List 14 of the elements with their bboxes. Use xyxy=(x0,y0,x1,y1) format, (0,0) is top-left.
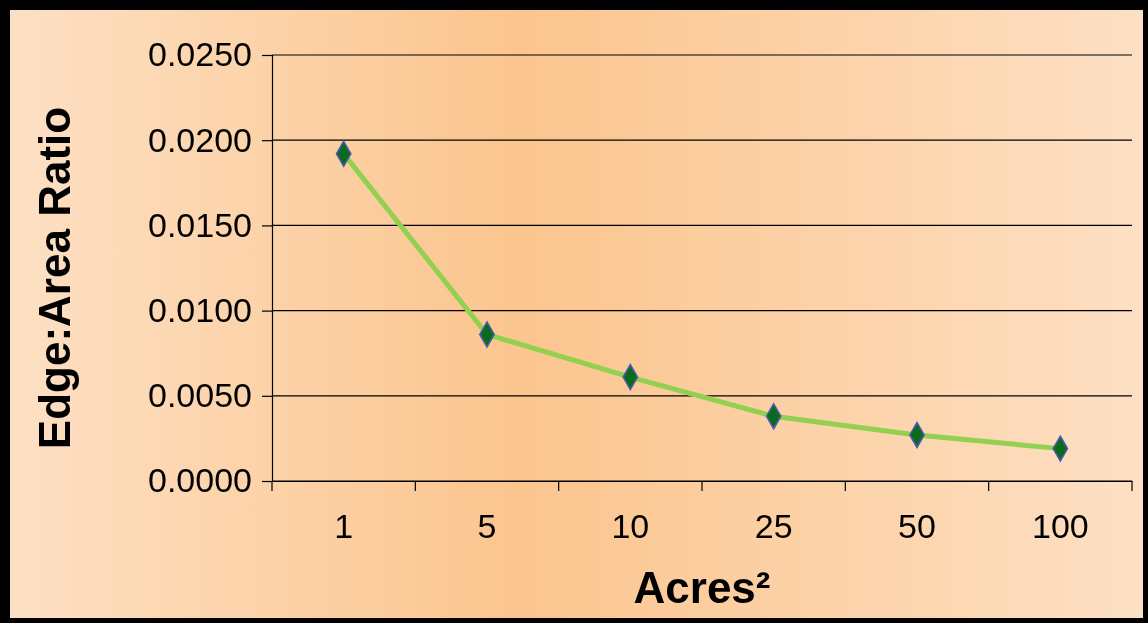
x-tick-label: 1 xyxy=(334,507,354,546)
x-tick-label: 5 xyxy=(477,507,497,546)
x-tick-label: 50 xyxy=(898,507,936,546)
x-tick-label: 10 xyxy=(611,507,650,546)
y-tick-label: 0.0150 xyxy=(148,205,252,244)
y-axis-title: Edge:Area Ratio xyxy=(30,106,79,450)
x-tick-label: 25 xyxy=(754,507,793,546)
y-tick-label: 0.0000 xyxy=(148,461,252,500)
y-tick-label: 0.0250 xyxy=(148,35,252,74)
y-tick-label: 0.0100 xyxy=(148,290,252,329)
y-tick-label: 0.0200 xyxy=(148,120,252,159)
x-tick-label: 100 xyxy=(1031,507,1089,546)
y-tick-label: 0.0050 xyxy=(148,376,252,415)
x-axis-title: Acres² xyxy=(633,563,771,612)
